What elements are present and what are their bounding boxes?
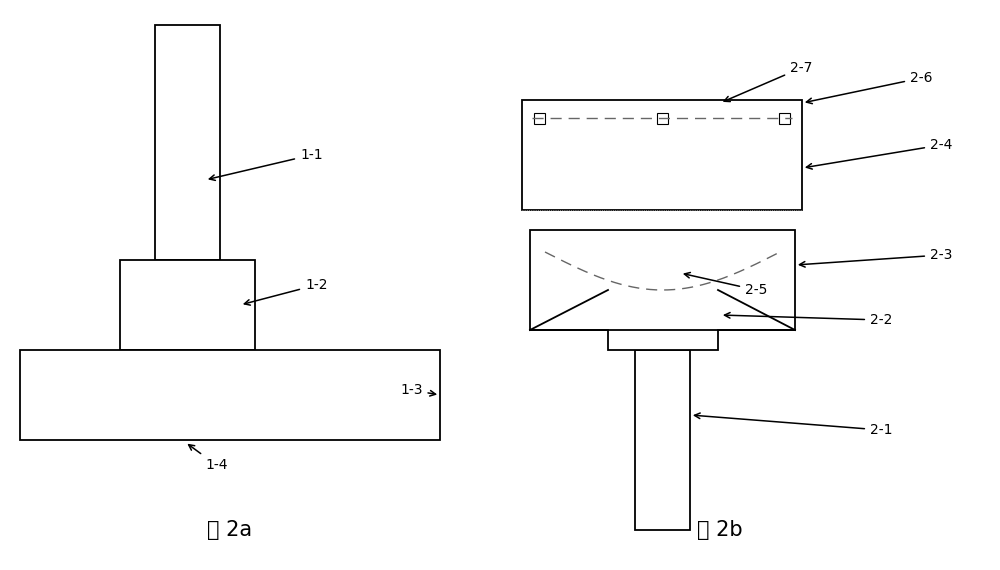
Text: 图 2b: 图 2b: [697, 520, 743, 540]
Bar: [530, 230, 795, 330]
Text: 1-1: 1-1: [209, 148, 323, 181]
Text: 1-2: 1-2: [244, 278, 328, 305]
Text: 2-6: 2-6: [806, 71, 932, 104]
Bar: [779, 112, 790, 124]
Text: 2-1: 2-1: [694, 413, 893, 437]
Text: 1-3: 1-3: [400, 383, 436, 397]
Bar: [635, 350, 690, 530]
Text: 2-2: 2-2: [724, 312, 892, 327]
Bar: [656, 112, 668, 124]
Bar: [20, 350, 440, 440]
Bar: [522, 100, 802, 210]
Text: 1-4: 1-4: [189, 445, 228, 472]
Text: 2-5: 2-5: [684, 272, 767, 297]
Text: 2-4: 2-4: [806, 138, 952, 169]
Text: 2-7: 2-7: [724, 61, 812, 101]
Bar: [120, 260, 255, 350]
Text: 图 2a: 图 2a: [207, 520, 253, 540]
Text: 2-3: 2-3: [799, 248, 952, 267]
Bar: [155, 25, 220, 260]
Bar: [534, 112, 545, 124]
Bar: [608, 290, 718, 350]
